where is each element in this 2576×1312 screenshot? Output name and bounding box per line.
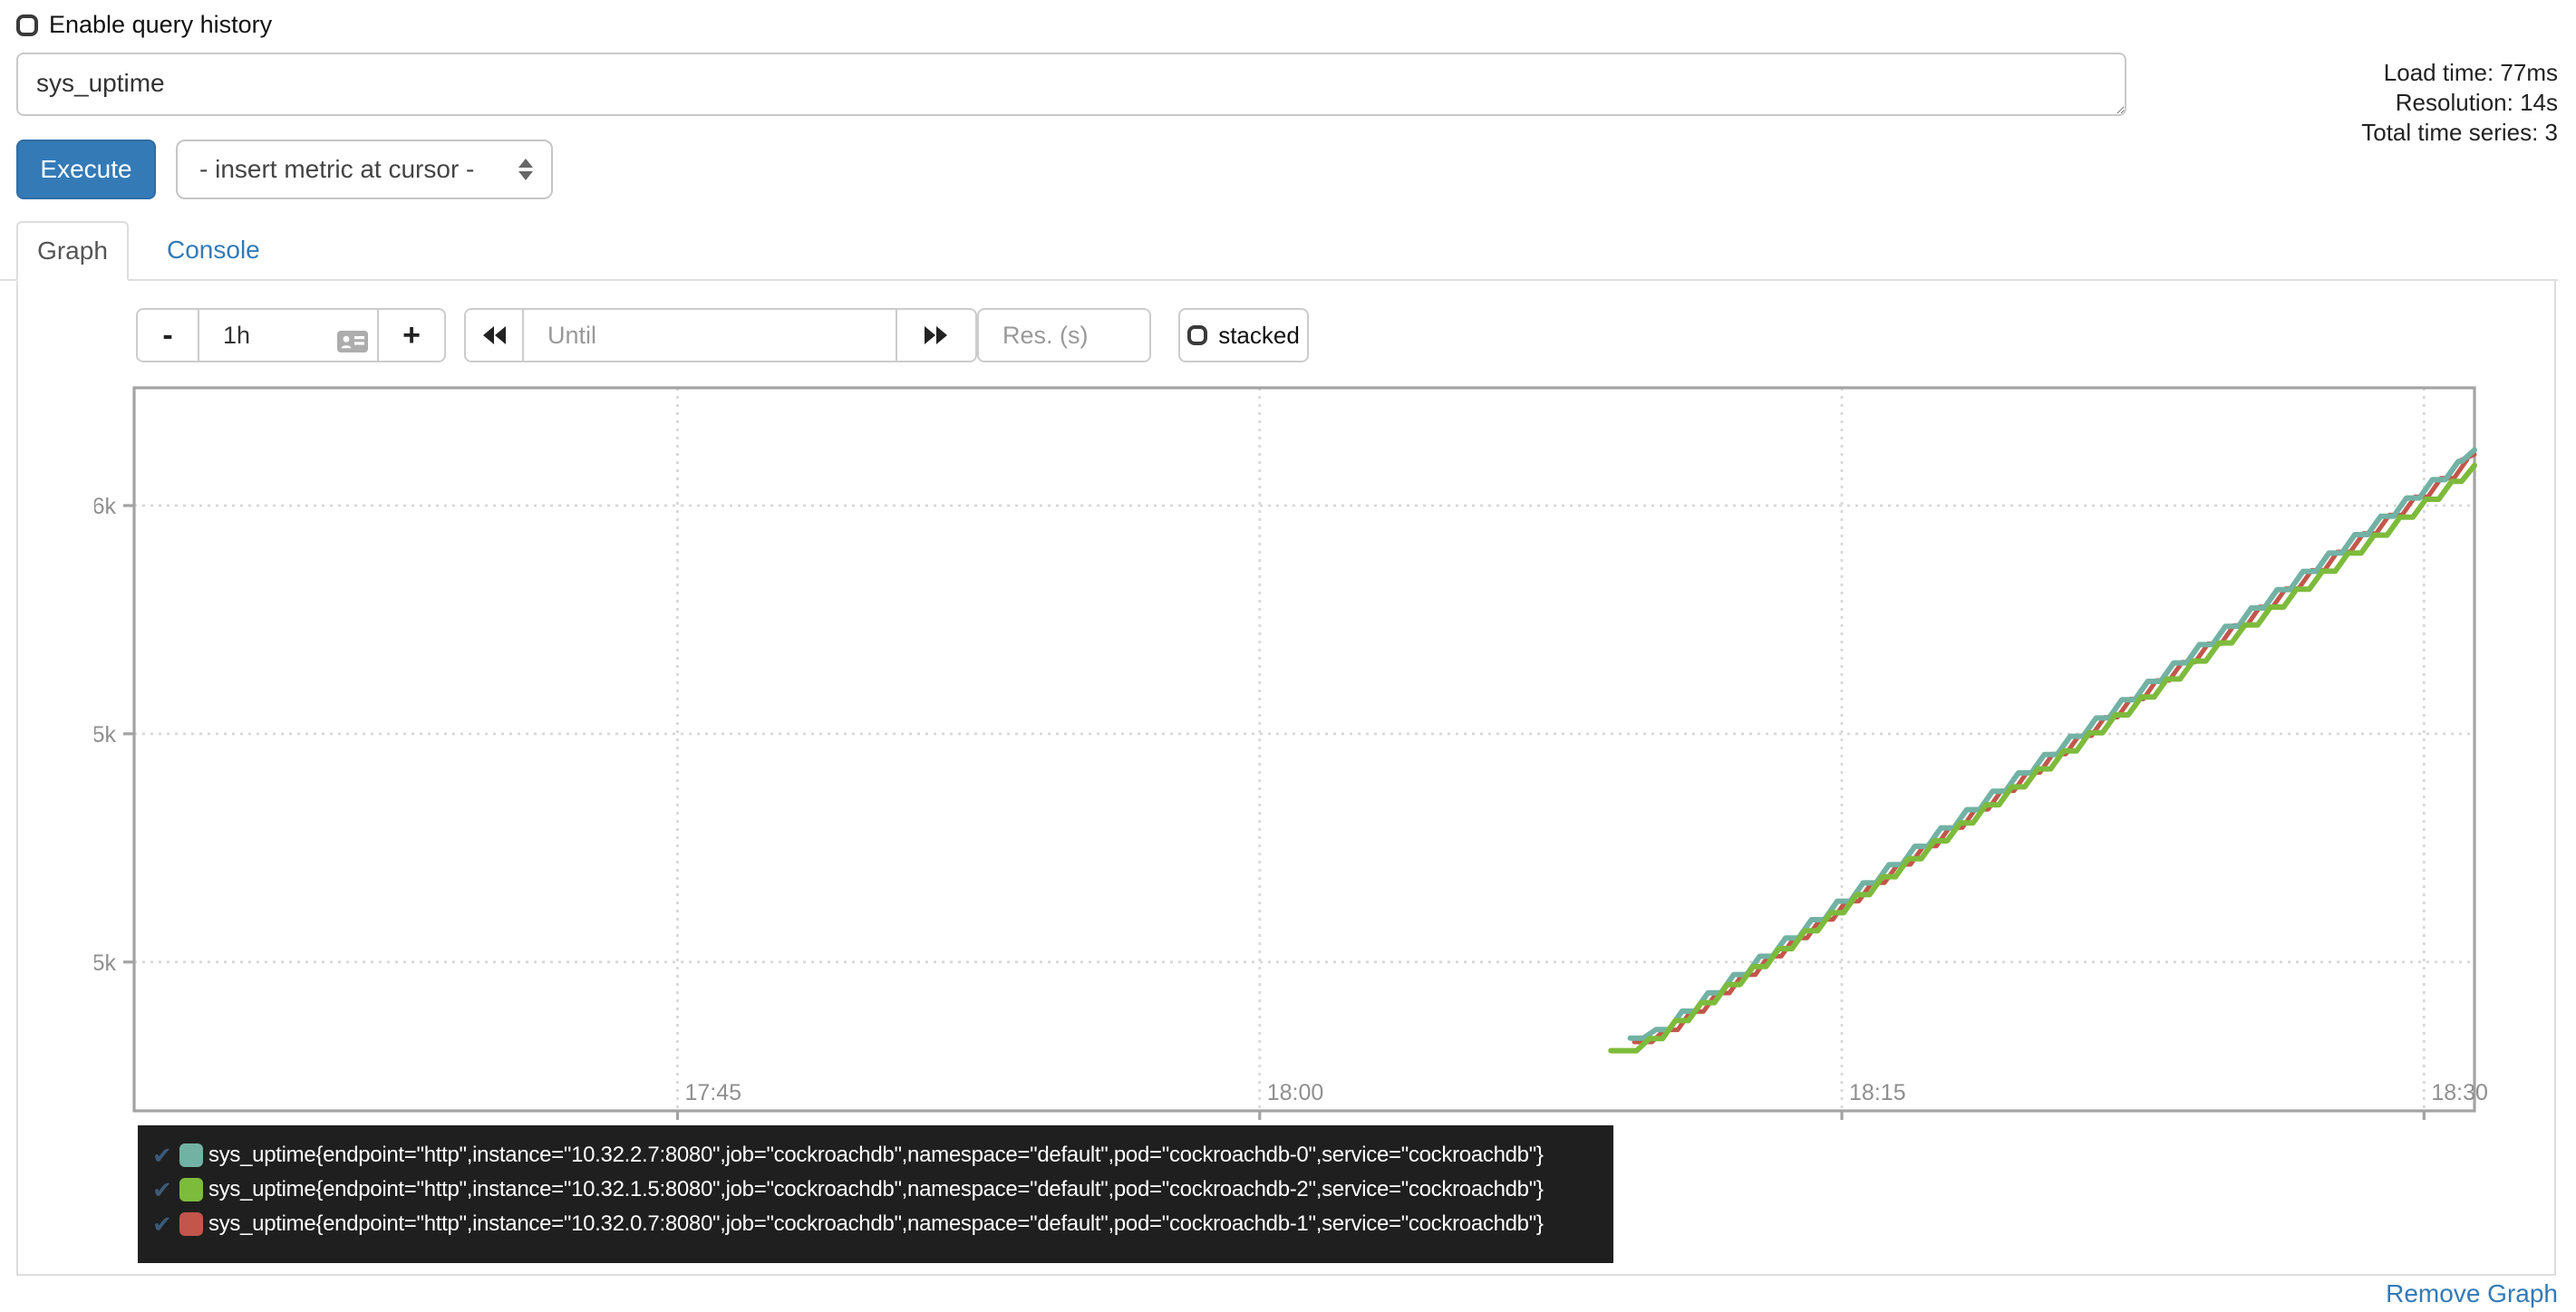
stacked-checkbox[interactable] (1187, 325, 1208, 345)
legend-series-label: sys_uptime{endpoint="http",instance="10.… (208, 1211, 1544, 1236)
select-arrows-icon (518, 159, 533, 180)
fast-forward-icon (925, 326, 947, 344)
legend-color-swatch (179, 1212, 203, 1236)
load-time: Load time: 77ms (2383, 59, 2558, 86)
chart-legend: ✔ sys_uptime{endpoint="http",instance="10… (138, 1125, 1613, 1263)
legend-item[interactable]: ✔ sys_uptime{endpoint="http",instance="10… (152, 1172, 1613, 1207)
series-line (1627, 447, 2477, 1041)
plus-icon: + (402, 318, 421, 352)
x-axis-label: 18:00 (1267, 1080, 1324, 1105)
rewind-icon (483, 326, 506, 344)
resolution-control-group (977, 308, 1151, 362)
fast-forward-button[interactable] (896, 308, 977, 362)
res-input-wrap (977, 308, 1151, 362)
legend-check-icon: ✔ (152, 1141, 172, 1169)
legend-check-icon: ✔ (152, 1210, 172, 1238)
x-axis-label: 17:45 (684, 1080, 741, 1105)
stacked-toggle[interactable]: stacked (1178, 308, 1309, 362)
query-history-label: Enable query history (49, 11, 273, 38)
series-line (1608, 462, 2477, 1054)
remove-graph-link[interactable]: Remove Graph (2386, 1279, 2558, 1307)
query-input[interactable]: sys_uptime (16, 53, 2126, 116)
minus-icon: - (162, 318, 173, 352)
range-decrease-button[interactable]: - (136, 308, 199, 362)
legend-color-swatch (179, 1143, 203, 1167)
tab-bar: Graph Console (0, 221, 2558, 281)
enable-query-history[interactable]: Enable query history (16, 11, 272, 39)
res-input[interactable] (979, 310, 1149, 361)
total-time-series: Total time series: 3 (2361, 119, 2558, 146)
uptime-chart[interactable]: 5k 5.5k 6k 17:45 18:00 18:15 18:30 (94, 362, 2505, 1124)
range-input-wrap (198, 308, 379, 362)
until-input[interactable] (524, 310, 896, 361)
plot-border (132, 386, 2476, 1113)
legend-item[interactable]: ✔ sys_uptime{endpoint="http",instance="10… (152, 1207, 1613, 1241)
legend-series-label: sys_uptime{endpoint="http",instance="10.… (208, 1143, 1544, 1167)
y-axis-label: 5.5k (94, 722, 116, 748)
legend-item[interactable]: ✔ sys_uptime{endpoint="http",instance="10… (152, 1138, 1613, 1172)
until-control-group (464, 308, 977, 362)
y-axis-label: 6k (94, 494, 116, 519)
tab-graph[interactable]: Graph (16, 221, 129, 281)
insert-metric-select[interactable]: - insert metric at cursor - (176, 140, 553, 199)
legend-color-swatch (179, 1178, 203, 1201)
autofill-contact-icon (337, 326, 368, 360)
until-input-wrap (522, 308, 897, 362)
execute-button[interactable]: Execute (16, 140, 156, 199)
query-history-checkbox[interactable] (16, 14, 38, 36)
legend-check-icon: ✔ (152, 1175, 172, 1203)
insert-metric-value: - insert metric at cursor - (199, 155, 475, 183)
stacked-label: stacked (1218, 321, 1300, 349)
tab-console[interactable]: Console (167, 236, 260, 264)
legend-series-label: sys_uptime{endpoint="http",instance="10.… (208, 1177, 1544, 1201)
query-stats: Load time: 77ms Resolution: 14s Total ti… (2361, 58, 2558, 148)
stacked-control-group: stacked (1178, 308, 1309, 362)
x-axis-label: 18:15 (1849, 1080, 1906, 1105)
y-axis-label: 5k (94, 950, 116, 976)
range-control-group: - + (136, 308, 446, 362)
rewind-button[interactable] (464, 308, 524, 362)
resolution: Resolution: 14s (2395, 89, 2558, 116)
x-axis-label: 18:30 (2431, 1080, 2488, 1105)
range-increase-button[interactable]: + (377, 308, 446, 362)
